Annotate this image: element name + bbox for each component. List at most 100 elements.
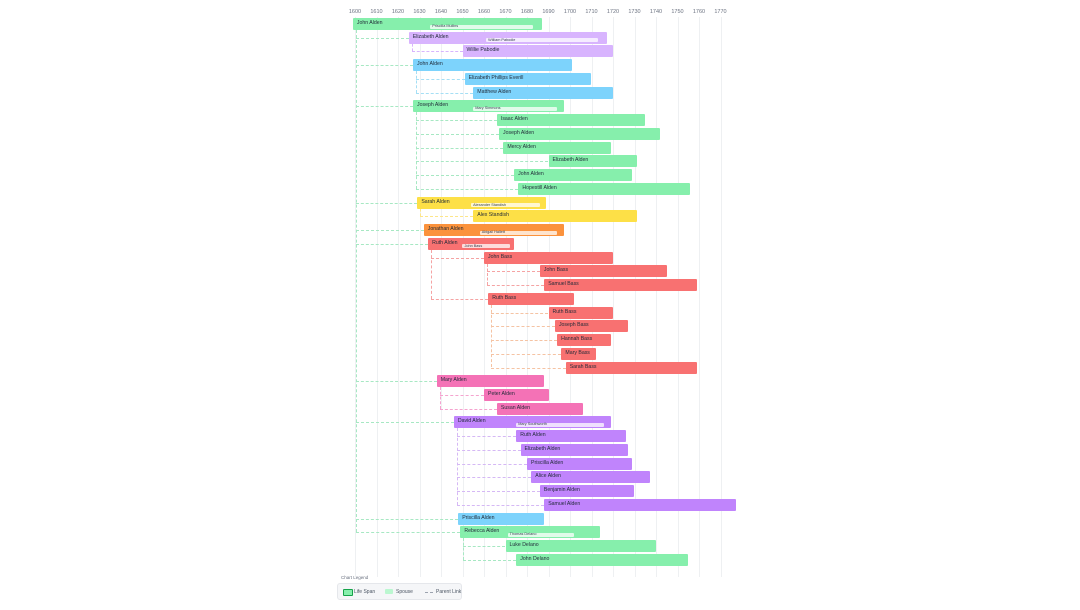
person-name: Susan Alden [500,404,531,411]
parent-link-horizontal [491,312,549,314]
lifespan-bar[interactable]: Elizabeth Alden [520,443,629,456]
lifespan-bar[interactable]: Mercy Alden [503,141,611,154]
person-name: Mercy Alden [507,143,536,150]
parent-link-horizontal [431,257,484,259]
person-name: Joseph Alden [417,102,449,109]
lifespan-bar[interactable]: John Alden [413,59,573,72]
lifespan-bar[interactable]: Mary Alden [436,375,545,388]
lifespan-bar[interactable]: John Bass [484,251,613,264]
lifespan-bar[interactable]: Peter Alden [484,388,549,401]
parent-link-horizontal [355,65,414,67]
spouse-name: Mary Simmons [475,106,501,111]
parent-link-vertical [487,263,488,286]
lifespan-bar[interactable]: Ruth Bass [548,306,613,319]
lifespan-bar[interactable]: John Delano [516,553,689,566]
lifespan-bar[interactable]: Hannah Bass [557,334,611,347]
lifespan-bar[interactable]: Sarah Bass [565,361,697,374]
person-name: Mary Bass [565,349,590,356]
lifespan-bar[interactable]: Joseph Alden [499,127,661,140]
gridline [398,17,399,577]
lifespan-bar[interactable]: Ruth Bass [488,292,575,305]
lifespan-bar[interactable]: John Bass [539,265,667,278]
spouse-bar[interactable]: Abigail Hallett [479,230,558,235]
person-name: Isaac Alden [500,116,528,123]
spouse-name: Abigail Hallett [481,230,505,235]
person-name: Alex Standish [477,212,509,219]
lifespan-bar[interactable]: Hopestill Alden [518,182,691,195]
lifespan-bar[interactable]: Alex Standish [473,210,637,223]
lifespan-bar[interactable]: Priscilla Alden [527,457,633,470]
lifespan-bar[interactable]: Joseph Alden Mary Simmons [413,100,564,113]
legend-life-span: Life Span [354,589,376,595]
lifespan-bar[interactable]: Willie Pabodie [462,45,613,58]
person-name: Luke Delano [509,542,539,549]
parent-link-horizontal [420,216,474,218]
parent-link-vertical [463,538,465,560]
parent-link-horizontal [355,37,409,39]
person-name: Jonathan Alden [427,226,464,233]
x-tick-label: 1650 [456,9,469,15]
parent-link-horizontal [355,230,424,232]
x-tick-label: 1740 [649,9,663,15]
lifespan-bar[interactable]: Luke Delano [505,540,656,553]
spouse-bar[interactable]: Alexander Standish [471,202,540,208]
parent-link-vertical [439,387,441,409]
spouse-bar[interactable]: Priscilla Mullins [430,24,534,29]
x-tick-label: 1600 [348,9,362,15]
lifespan-bar[interactable]: Alice Alden [531,471,650,484]
lifespan-bar[interactable]: Susan Alden [496,402,583,415]
person-name: Ruth Alden [520,432,546,439]
lifespan-bar[interactable]: Elizabeth Alden [548,155,637,168]
person-name: Ruth Bass [552,308,577,315]
lifespan-bar[interactable]: John Alden Priscilla Mullins [352,18,543,30]
x-tick-label: 1660 [477,9,491,15]
person-name: Hopestill Alden [522,184,557,191]
spouse-bar[interactable]: Thomas Delano [507,532,575,537]
lifespan-bar[interactable]: Ruth Alden John Bass [428,237,515,250]
spouse-bar[interactable]: Mary Southworth [516,422,605,427]
person-name: Joseph Alden [503,129,535,136]
person-name: Mary Alden [440,377,467,384]
lifespan-bar[interactable]: Elizabeth Alden William Pabodie [408,31,607,44]
lifespan-bar[interactable]: Sarah Alden Alexander Standish [417,196,547,209]
parent-link-horizontal [416,161,549,163]
lifespan-bar[interactable]: Benjamin Alden [539,485,635,498]
gridline [699,17,700,577]
lifespan-bar[interactable]: Joseph Bass [554,320,629,333]
lifespan-bar[interactable]: Ruth Alden [516,430,626,443]
gridline [419,17,421,577]
person-name: Samuel Alden [548,500,581,507]
spouse-name: Mary Southworth [518,422,547,427]
spouse-name: Alexander Standish [473,202,507,207]
parent-link-horizontal [416,120,497,122]
person-name: John Bass [543,267,569,274]
spouse-bar[interactable]: Mary Simmons [473,106,558,111]
lifespan-bar[interactable]: David Alden Mary Southworth [453,416,611,429]
x-tick-label: 1770 [714,9,727,15]
lifespan-bar[interactable]: Samuel Bass [544,279,697,292]
x-tick-label: 1610 [370,9,383,15]
lifespan-bar[interactable]: Jonathan Alden Abigail Hallett [423,224,564,237]
lifespan-bar[interactable]: Mary Bass [561,347,596,360]
chart-legend: Life Span Spouse Parent Link [337,583,462,600]
lifespan-bar[interactable]: Priscilla Alden [458,512,545,525]
lifespan-bar[interactable]: Isaac Alden [496,114,646,127]
lifespan-bar[interactable]: John Alden [514,169,633,182]
spouse-name: John Bass [464,243,483,248]
person-name: Samuel Bass [548,281,579,288]
x-tick-label: 1720 [606,9,620,15]
x-tick-label: 1670 [499,9,512,15]
lifespan-bar[interactable]: Samuel Alden [544,498,736,511]
lifespan-bar[interactable]: Rebecca Alden Thomas Delano [460,526,601,539]
x-tick-label: 1750 [671,9,684,15]
parent-link-horizontal [456,436,517,438]
lifespan-bar[interactable]: Elizabeth Phillips Everill [464,72,592,85]
parent-link-vertical [491,304,493,368]
parent-link-horizontal [491,353,562,355]
lifespan-bar[interactable]: Matthew Alden [473,86,613,99]
x-tick-label: 1630 [413,9,426,15]
spouse-bar[interactable]: John Bass [462,243,510,249]
spouse-bar[interactable]: William Pabodie [486,38,598,43]
parent-link-vertical [355,30,357,533]
